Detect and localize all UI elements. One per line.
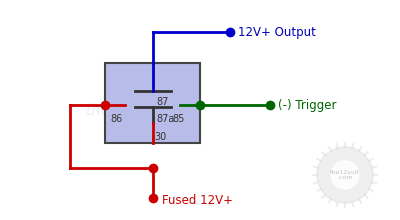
Text: 30: 30	[154, 132, 167, 142]
Text: the12volt.com: the12volt.com	[85, 103, 195, 117]
Circle shape	[331, 161, 359, 189]
Text: 12V+ Output: 12V+ Output	[238, 26, 316, 38]
Text: 87: 87	[156, 97, 169, 107]
Text: 85: 85	[172, 114, 184, 124]
Text: 86: 86	[110, 114, 122, 124]
Text: (-) Trigger: (-) Trigger	[278, 99, 336, 112]
Text: 87a: 87a	[156, 114, 175, 124]
Text: Fused 12V+: Fused 12V+	[162, 194, 234, 207]
Text: the12volt
.com: the12volt .com	[330, 170, 360, 180]
Circle shape	[317, 147, 373, 203]
Bar	[105, 63, 200, 143]
